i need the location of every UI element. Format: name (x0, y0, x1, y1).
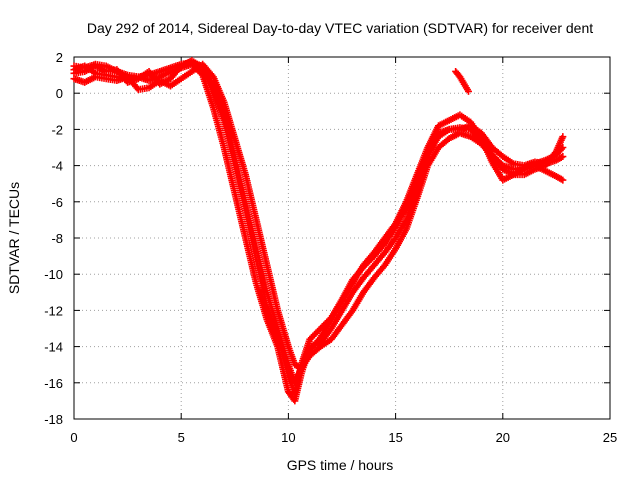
y-tick-label: -6 (51, 195, 63, 210)
grid-lines (74, 57, 610, 419)
x-tick-label: 5 (178, 430, 185, 445)
y-tick-label: -18 (44, 412, 63, 427)
data-point (559, 176, 567, 184)
data-point (559, 153, 567, 161)
y-tick-label: -10 (44, 267, 63, 282)
data-series (70, 57, 567, 405)
chart-title: Day 292 of 2014, Sidereal Day-to-day VTE… (87, 20, 593, 36)
y-tick-label: 0 (56, 86, 63, 101)
series-track-5 (452, 67, 472, 95)
series-track-4 (70, 58, 567, 398)
y-tick-label: -4 (51, 159, 63, 174)
data-point (558, 145, 566, 153)
x-tick-label: 20 (496, 430, 510, 445)
data-point (464, 87, 472, 95)
y-tick-label: -12 (44, 303, 63, 318)
y-tick-label: -2 (51, 122, 63, 137)
y-tick-label: -16 (44, 376, 63, 391)
y-axis-label: SDTVAR / TECUs (6, 182, 22, 294)
x-tick-label: 0 (70, 430, 77, 445)
y-tick-label: -14 (44, 340, 63, 355)
y-tick-label: 2 (56, 50, 63, 65)
series-track-3 (70, 60, 567, 372)
data-point (559, 133, 567, 141)
x-tick-label: 25 (603, 430, 617, 445)
x-tick-label: 10 (281, 430, 295, 445)
x-tick-label: 15 (388, 430, 402, 445)
data-point (559, 144, 567, 151)
series-track-1 (70, 60, 567, 405)
x-axis-label: GPS time / hours (287, 457, 394, 473)
y-tick-label: -8 (51, 231, 63, 246)
